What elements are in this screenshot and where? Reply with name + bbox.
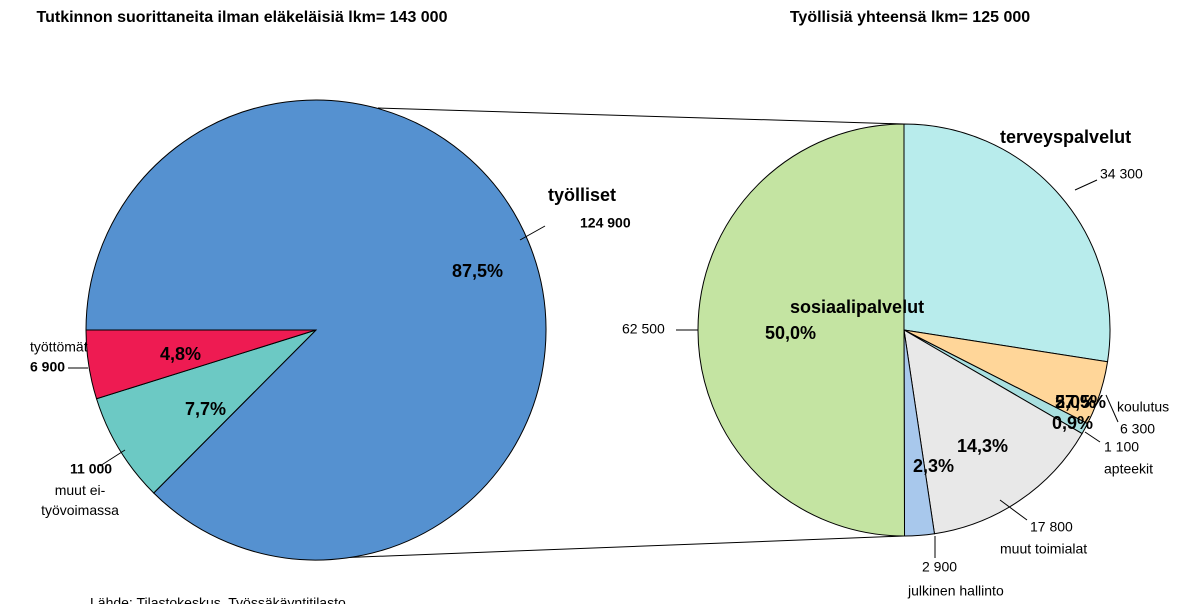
chart-title: Tutkinnon suorittaneita ilman eläkeläisi… xyxy=(37,9,448,26)
category-label: työttömät xyxy=(30,339,88,355)
leader-line xyxy=(1084,431,1101,443)
percent-label: 27,5% xyxy=(1055,392,1106,412)
percent-label: 87,5% xyxy=(452,261,503,281)
source: Lähde: Tilastokeskus, Työssäkäyntitilast… xyxy=(90,595,346,604)
pie-slice xyxy=(85,329,317,400)
leader-line xyxy=(1105,394,1119,423)
leader-line xyxy=(999,499,1028,521)
pie-slice xyxy=(903,123,1111,363)
percent-label: 50,0% xyxy=(765,323,816,343)
chart-title: Työllisiä yhteensä lkm= 125 000 xyxy=(790,9,1030,26)
leader-line xyxy=(519,225,546,241)
percent-label: 2,3% xyxy=(913,456,954,476)
value-label: 11 000 xyxy=(70,461,112,477)
value-label: 17 800 xyxy=(1030,519,1073,535)
percent-label: 4,8% xyxy=(160,344,201,364)
leader-line xyxy=(99,449,126,467)
value-label: 1 100 xyxy=(1104,439,1139,455)
connector xyxy=(377,107,905,125)
percent-label: 7,7% xyxy=(185,399,226,419)
percent-label: 5,0% xyxy=(1055,392,1096,412)
value-label: 62 500 xyxy=(622,321,665,337)
value-label: 6 300 xyxy=(1120,421,1155,437)
category-label: julkinen hallinto xyxy=(907,583,1004,599)
category-label: terveyspalvelut xyxy=(1000,127,1131,147)
category-label: muut ei-työvoimassa xyxy=(41,482,119,518)
percent-label: 14,3% xyxy=(957,436,1008,456)
connector xyxy=(334,535,905,559)
value-label: 34 300 xyxy=(1100,166,1143,182)
pie-slice xyxy=(95,329,317,494)
category-label: muut toimialat xyxy=(1000,541,1087,557)
category-label: työlliset xyxy=(548,185,616,205)
pie-slice xyxy=(903,329,1083,535)
percent-label: 0,9% xyxy=(1052,413,1093,433)
category-label: sosiaalipalvelut xyxy=(790,297,924,317)
category-label: apteekit xyxy=(1104,461,1153,477)
leader-line xyxy=(1074,179,1098,191)
value-label: 2 900 xyxy=(922,559,957,575)
category-label: koulutus xyxy=(1117,399,1169,415)
value-label: 124 900 xyxy=(580,215,631,231)
value-label: 6 900 xyxy=(30,359,65,375)
